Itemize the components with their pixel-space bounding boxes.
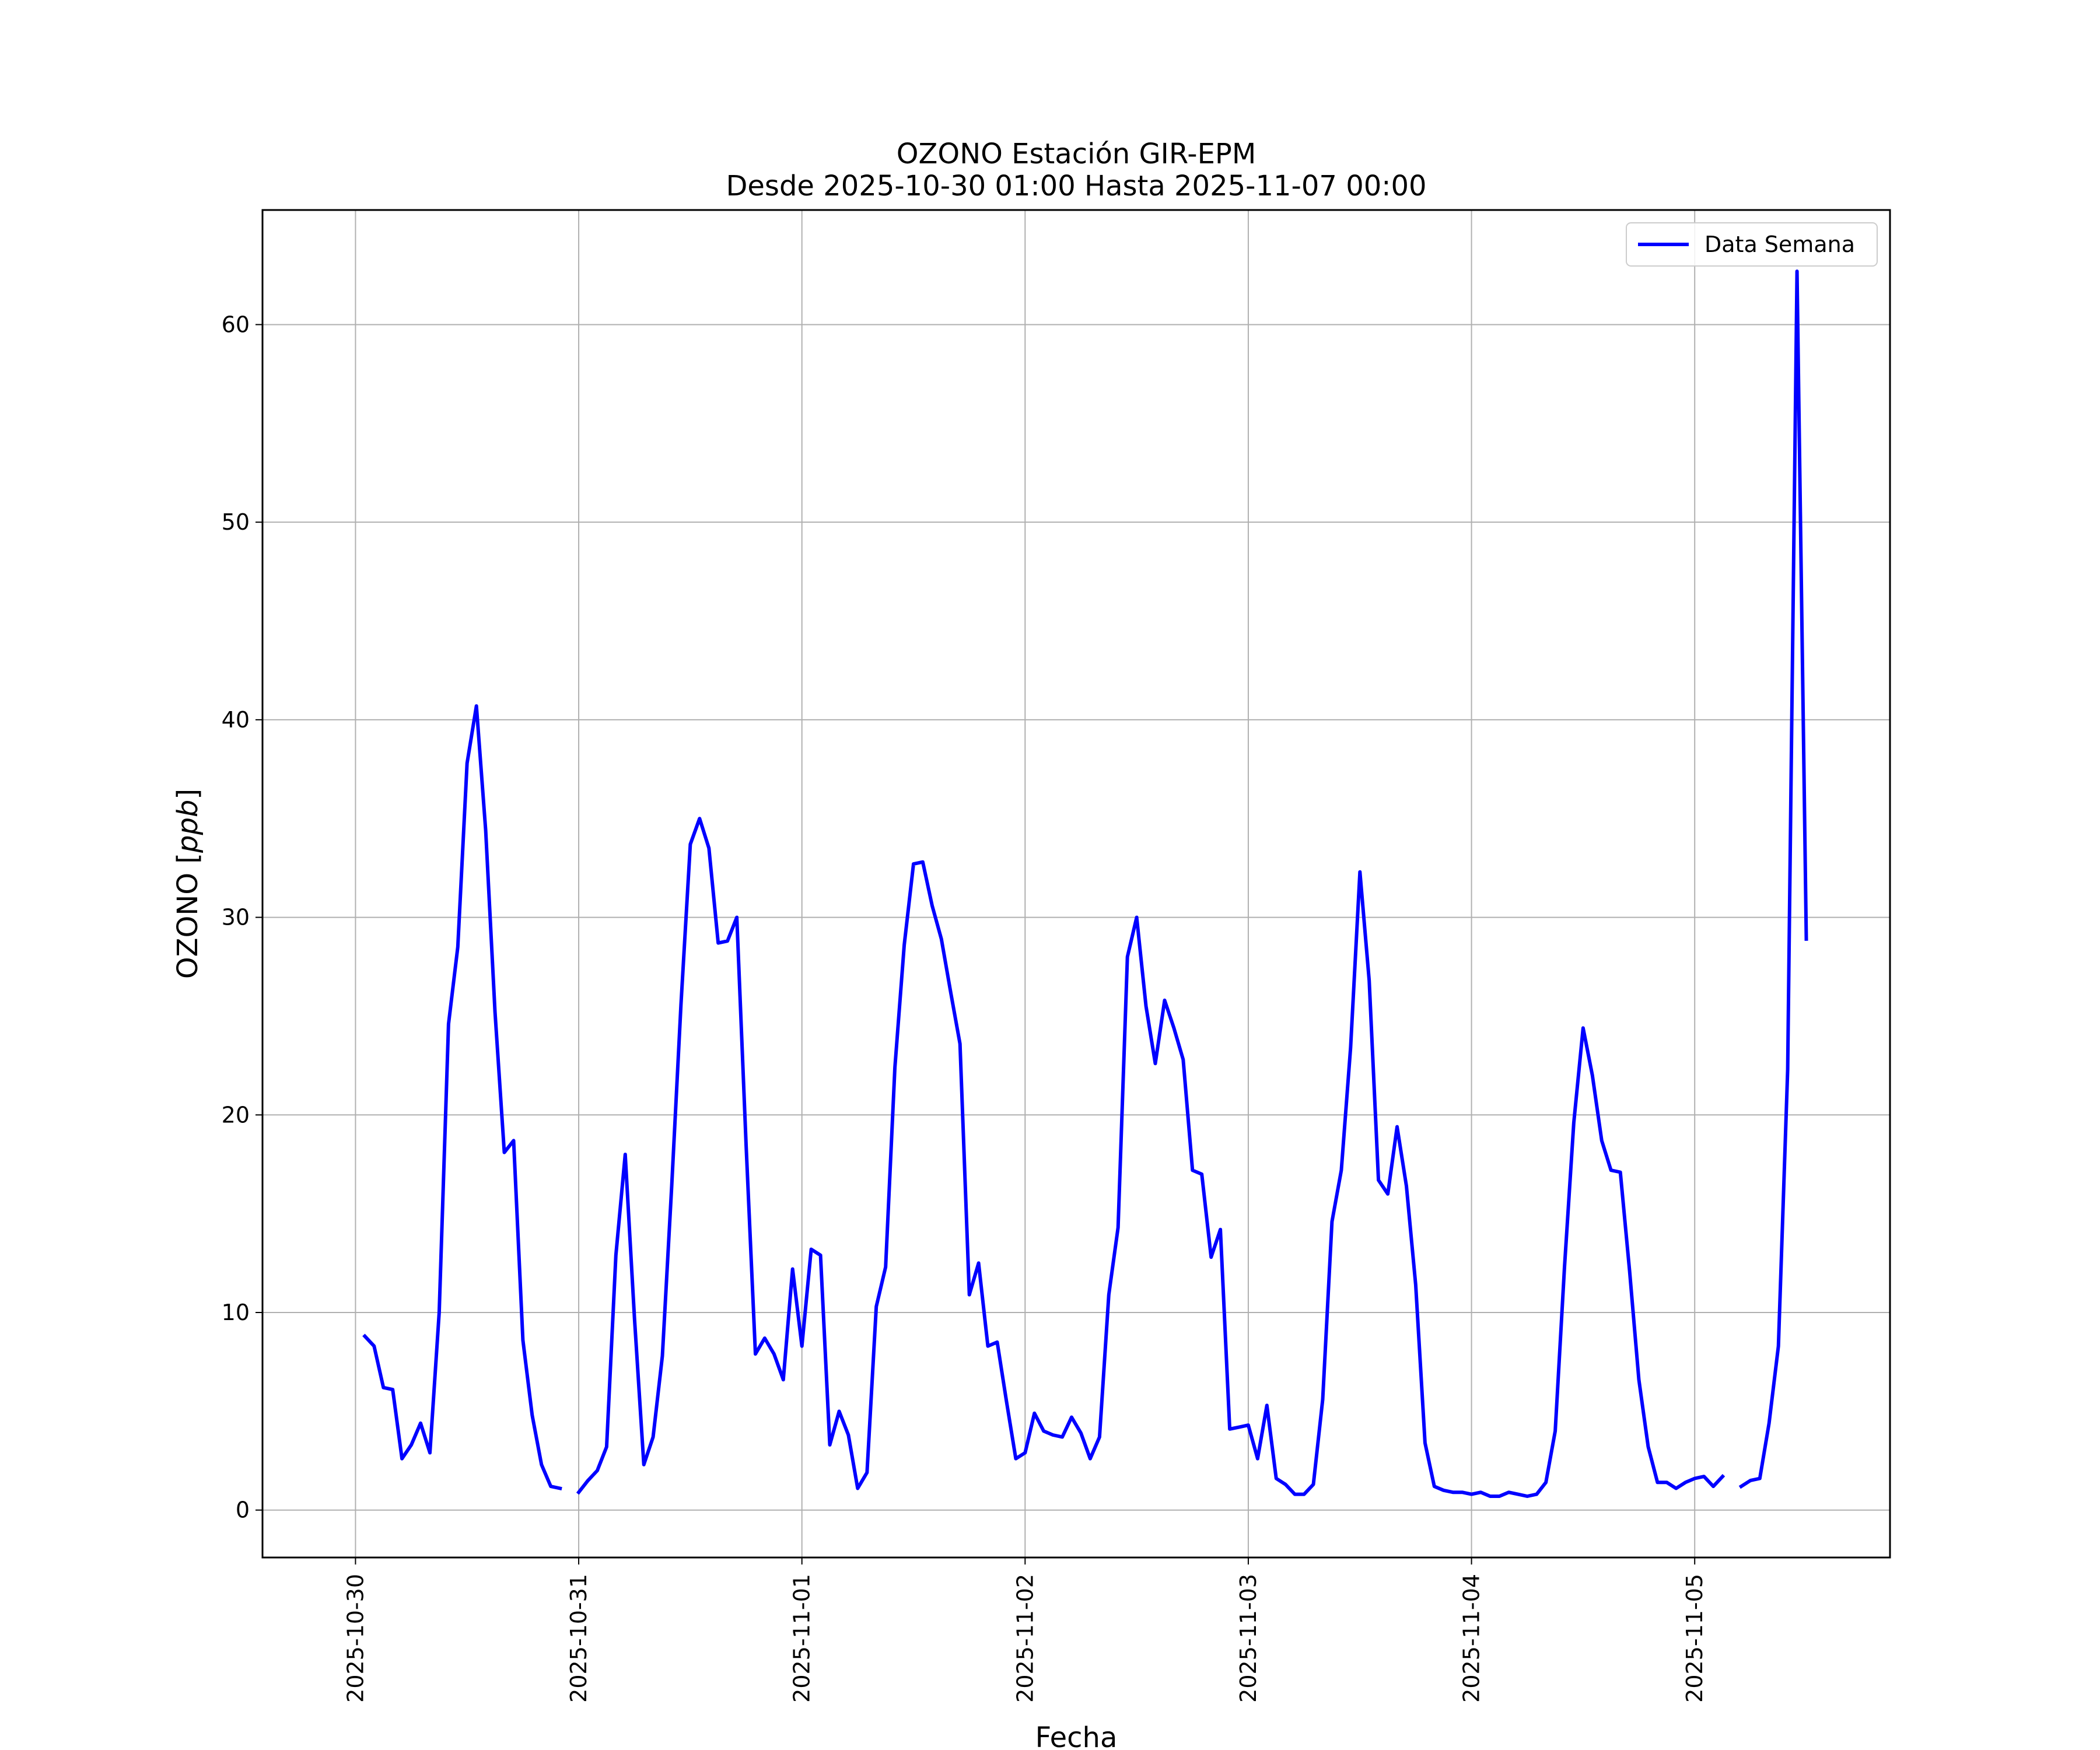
x-tick-label: 2025-11-03 bbox=[1236, 1574, 1261, 1703]
y-tick-label: 0 bbox=[236, 1497, 250, 1523]
x-tick-label: 2025-11-05 bbox=[1682, 1574, 1707, 1703]
y-axis-label-suffix: ] bbox=[172, 789, 204, 800]
y-tick-label: 50 bbox=[222, 509, 250, 535]
y-tick-label: 10 bbox=[222, 1300, 250, 1325]
series-line-segment bbox=[1738, 270, 1808, 1489]
y-axis-label-unit: ppb bbox=[172, 800, 204, 853]
y-axis-label-prefix: OZONO [ bbox=[172, 853, 204, 979]
y-tick-label: 20 bbox=[222, 1102, 250, 1128]
y-axis-label: OZONO [ppb] bbox=[172, 789, 204, 979]
legend: Data Semana bbox=[1626, 222, 1878, 267]
legend-label: Data Semana bbox=[1704, 232, 1855, 257]
x-tick-label: 2025-11-02 bbox=[1012, 1574, 1038, 1703]
series-line-segment bbox=[362, 704, 562, 1491]
x-tick-label: 2025-11-01 bbox=[789, 1574, 815, 1703]
legend-box bbox=[1626, 222, 1878, 267]
x-tick-label: 2025-10-30 bbox=[342, 1574, 368, 1703]
x-tick-label: 2025-11-04 bbox=[1459, 1574, 1485, 1703]
y-tick-label: 60 bbox=[222, 312, 250, 337]
y-tick-label: 40 bbox=[222, 707, 250, 733]
chart-subtitle: Desde 2025-10-30 01:00 Hasta 2025-11-07 … bbox=[726, 170, 1426, 202]
x-tick-label: 2025-10-31 bbox=[566, 1574, 592, 1703]
series-layer bbox=[362, 270, 1808, 1498]
x-axis-label: Fecha bbox=[1035, 1721, 1118, 1750]
series-line-segment bbox=[576, 817, 1726, 1498]
plot-frame bbox=[261, 209, 1891, 1559]
y-tick-label: 30 bbox=[222, 905, 250, 930]
ticks: 0 10 20 30 40 50 60 2025-10-30 2025-10-31 2025-11… bbox=[222, 312, 1708, 1702]
chart-title: OZONO Estación GIR-EPM bbox=[897, 138, 1256, 170]
